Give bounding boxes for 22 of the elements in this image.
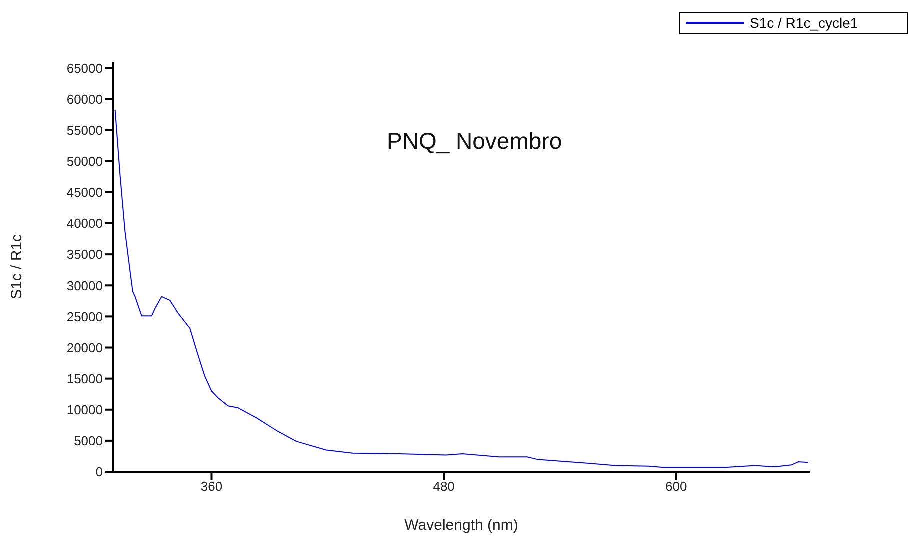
legend-label: S1c / R1c_cycle1 [750, 15, 858, 31]
y-tick-label: 25000 [66, 309, 103, 324]
text: PNQ_ Novembro [387, 128, 562, 155]
y-tick-label: 30000 [66, 278, 103, 294]
y-tick-label: 15000 [66, 371, 103, 386]
x-tick-label: 360 [200, 479, 223, 494]
y-tick-label: 35000 [66, 247, 103, 262]
y-tick-label: 50000 [66, 154, 103, 170]
y-tick-label: 5000 [74, 434, 103, 449]
line-series [114, 110, 809, 468]
y-axis-title: S1c / R1c [8, 234, 26, 300]
x-tick-label: 480 [433, 479, 455, 494]
y-tick-label: 55000 [66, 122, 103, 138]
y-tick-label: 10000 [66, 402, 103, 418]
y-tick-label: 40000 [66, 216, 103, 232]
y-tick-label: 20000 [66, 340, 103, 356]
x-axis-title: Wavelength (nm) [404, 517, 518, 534]
y-tick-label: 45000 [66, 185, 103, 200]
y-tick-label: 65000 [66, 60, 103, 76]
y-tick-label: 0 [96, 464, 103, 480]
x-tick-label: 600 [666, 479, 688, 494]
y-tick-label: 60000 [66, 92, 103, 107]
